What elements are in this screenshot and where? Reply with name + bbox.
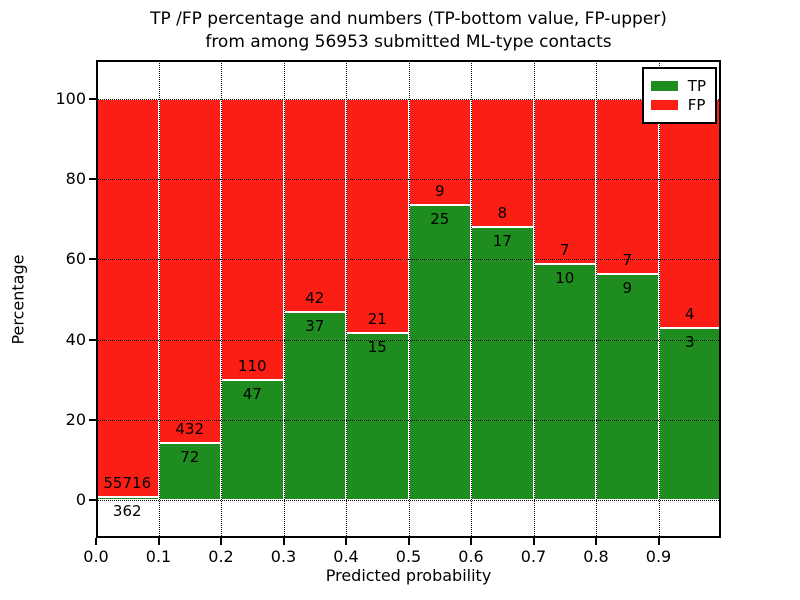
bar-label-fp-count: 8	[497, 204, 508, 223]
bar-segment-fp	[346, 99, 409, 333]
x-tick-label: 0.8	[583, 547, 609, 566]
y-tick-label: 40	[65, 329, 86, 349]
x-tick-label: 0.5	[395, 547, 422, 566]
bar-label-fp-count: 4	[684, 305, 695, 324]
bar-label-tp-count: 10	[555, 269, 575, 288]
y-tick-mark	[89, 338, 96, 341]
bar-label-tp-count: 25	[430, 210, 450, 229]
bar-segment-fp	[533, 99, 596, 265]
bar-label-tp-count: 362	[112, 502, 142, 521]
y-tick-label: 0	[75, 490, 86, 509]
x-gridline	[533, 60, 535, 538]
plot-area: TP FP 55716 362 432 72 110 47 42 37 21 15 9 25 8 17 7 10…	[96, 60, 721, 538]
bar-label-fp-count: 42	[305, 289, 325, 308]
x-tick-label: 0.3	[270, 547, 297, 566]
bar-segment-tp	[221, 379, 284, 500]
bar-label-fp-count: 110	[237, 356, 267, 375]
bar-segment-tp	[408, 205, 471, 500]
legend: TP FP	[641, 67, 717, 124]
legend-item-tp: TP	[650, 77, 706, 95]
bar-label-fp-count: 21	[367, 309, 387, 328]
x-gridline	[221, 60, 222, 538]
y-tick-label: 60	[65, 249, 86, 269]
bar-segment-tp	[658, 328, 721, 500]
x-tick-label: 0.2	[208, 547, 234, 566]
y-tick-mark	[89, 418, 96, 421]
legend-label-tp: TP	[687, 77, 706, 95]
bar-segment-fp	[596, 99, 659, 275]
x-gridline	[658, 60, 660, 538]
bar-label-fp-count: 55716	[103, 474, 152, 493]
y-axis-label: Percentage	[8, 254, 28, 345]
bar-label-tp-count: 37	[305, 317, 325, 336]
x-tick-mark	[532, 538, 535, 545]
legend-swatch-fp	[650, 100, 678, 110]
bar-label-tp-count: 9	[622, 279, 633, 298]
y-tick-mark	[89, 178, 96, 181]
x-gridline	[596, 60, 597, 538]
x-tick-mark	[95, 538, 97, 545]
x-gridline	[408, 60, 410, 538]
x-tick-label: 0.4	[333, 547, 359, 566]
x-tick-label: 0.0	[83, 547, 109, 566]
bar-label-tp-count: 15	[367, 337, 387, 356]
y-tick-label: 20	[65, 409, 86, 429]
x-tick-mark	[345, 538, 347, 545]
x-gridline	[283, 60, 285, 538]
x-gridline	[471, 60, 472, 538]
chart-title-line1: TP /FP percentage and numbers (TP-bottom…	[150, 9, 667, 29]
bar-segment-tp	[283, 312, 346, 500]
bar-segment-fp	[96, 99, 159, 498]
bar-label-fp-count: 9	[434, 182, 445, 201]
x-tick-mark	[657, 538, 660, 545]
bar-label-tp-count: 17	[492, 232, 512, 251]
legend-item-fp: FP	[650, 96, 706, 114]
bar-segment-fp	[221, 99, 284, 380]
x-tick-mark	[282, 538, 285, 545]
chart-title-line2: from among 56953 submitted ML-type conta…	[205, 32, 612, 52]
legend-swatch-tp	[650, 81, 678, 91]
x-tick-mark	[407, 538, 410, 545]
x-gridline	[346, 60, 347, 538]
x-tick-label: 0.9	[645, 547, 672, 566]
y-tick-label: 80	[65, 169, 86, 189]
y-tick-mark	[89, 98, 96, 100]
bar-segment-fp	[658, 99, 721, 329]
x-tick-label: 0.6	[458, 547, 484, 566]
legend-label-fp: FP	[687, 96, 706, 114]
bar-segment-tp	[346, 332, 409, 500]
bar-label-tp-count: 72	[180, 447, 200, 466]
x-axis-label: Predicted probability	[325, 566, 492, 585]
x-tick-mark	[220, 538, 222, 545]
x-tick-mark	[470, 538, 472, 545]
chart-title: TP /FP percentage and numbers (TP-bottom…	[96, 8, 721, 54]
bar-label-fp-count: 7	[559, 241, 570, 260]
x-tick-mark	[595, 538, 597, 545]
bar-label-fp-count: 7	[622, 251, 633, 270]
bar-segment-tp	[471, 227, 534, 500]
bar-segment-tp	[533, 264, 596, 500]
bar-segment-tp	[596, 274, 659, 500]
bar-segment-tp	[158, 442, 221, 500]
bar-label-tp-count: 47	[242, 384, 262, 403]
x-tick-mark	[157, 538, 160, 545]
bar-label-tp-count: 3	[684, 333, 695, 352]
x-gridline	[158, 60, 160, 538]
bar-label-fp-count: 432	[175, 419, 205, 438]
y-tick-label: 100	[55, 89, 86, 108]
y-tick-mark	[89, 258, 96, 261]
x-tick-label: 0.1	[145, 547, 172, 566]
bar-segment-fp	[158, 99, 221, 443]
y-tick-mark	[89, 499, 96, 501]
x-tick-label: 0.7	[520, 547, 547, 566]
bar-segment-fp	[283, 99, 346, 313]
